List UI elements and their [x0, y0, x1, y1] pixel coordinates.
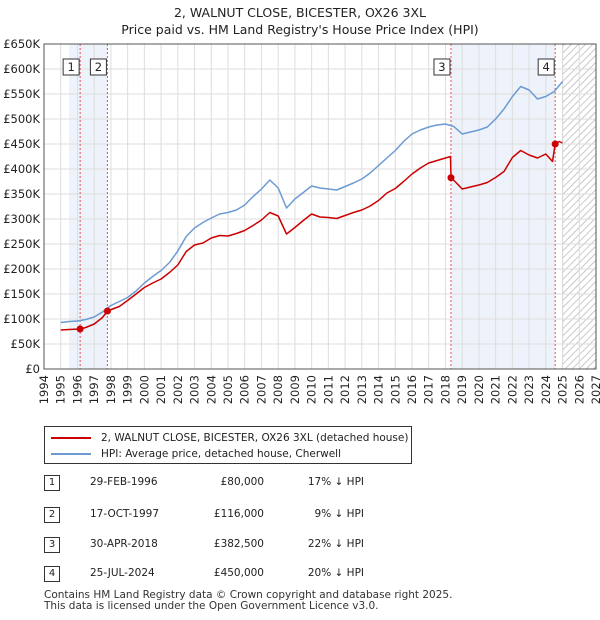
x-tick-label: 2006	[238, 375, 252, 404]
sale-price: £450,000	[213, 567, 264, 579]
x-tick-label: 2008	[271, 375, 285, 404]
sale-number-badge: 2	[44, 507, 60, 523]
x-tick-label: 1997	[87, 375, 101, 404]
x-tick-label: 2024	[539, 375, 553, 404]
x-tick-label: 2011	[321, 375, 335, 404]
y-tick-label: £50K	[11, 337, 41, 351]
sale-number-badge: 1	[44, 475, 60, 491]
sale-date: 30-APR-2018	[90, 538, 158, 550]
x-tick-label: 2022	[505, 375, 519, 404]
sale-date: 29-FEB-1996	[90, 476, 158, 488]
shaded-span	[450, 44, 556, 369]
sale-point	[551, 140, 559, 148]
x-tick-label: 2026	[572, 375, 586, 404]
x-tick-label: 2017	[422, 375, 436, 404]
footer-line-2: This data is licensed under the Open Gov…	[44, 600, 379, 612]
sale-point	[447, 174, 455, 182]
x-tick-label: 2025	[556, 375, 570, 404]
series-line-property	[60, 140, 563, 331]
sale-hpi-diff: 20% ↓ HPI	[307, 567, 364, 579]
x-tick-label: 2023	[522, 375, 536, 404]
y-tick-label: £350K	[3, 187, 40, 201]
title-line-2: Price paid vs. HM Land Registry's House …	[121, 22, 479, 37]
x-tick-label: 1998	[104, 375, 118, 404]
y-tick-label: £400K	[3, 162, 40, 176]
plot-border	[43, 43, 597, 370]
x-tick-label: 2007	[254, 375, 268, 404]
legend: 2, WALNUT CLOSE, BICESTER, OX26 3XL (det…	[44, 426, 412, 464]
sale-marker-label: 3	[438, 60, 445, 74]
x-tick-label: 2002	[171, 375, 185, 404]
price-chart: 1 2 3 4 £0 £50K £100K £150K £200K £250K £300K £350…	[3, 37, 600, 404]
sale-row: 1 29-FEB-1996 £80,000 17% ↓ HPI	[44, 475, 424, 491]
sale-marker-badge	[89, 58, 107, 76]
x-tick-label: 2012	[338, 375, 352, 404]
sale-marker-label: 2	[95, 60, 102, 74]
sale-price: £382,500	[213, 538, 264, 550]
sale-price: £116,000	[213, 508, 264, 520]
x-tick-label: 2010	[305, 375, 319, 404]
footer-line-1: Contains HM Land Registry data © Crown c…	[44, 589, 453, 601]
legend-label-hpi: HPI: Average price, detached house, Cher…	[101, 448, 342, 460]
sale-date: 17-OCT-1997	[90, 508, 159, 520]
sale-point	[103, 307, 111, 315]
x-tick-label: 2013	[355, 375, 369, 404]
y-tick-label: £450K	[3, 137, 40, 151]
legend-item-hpi: HPI: Average price, detached house, Cher…	[51, 447, 341, 461]
sale-hpi-diff: 9% ↓ HPI	[314, 508, 364, 520]
y-tick-label: £0	[25, 362, 40, 376]
sale-point	[76, 325, 84, 333]
sale-row: 4 25-JUL-2024 £450,000 20% ↓ HPI	[44, 566, 424, 582]
y-tick-label: £300K	[3, 212, 40, 226]
y-tick-label: £250K	[3, 237, 40, 251]
x-tick-label: 1999	[121, 375, 135, 404]
footer-credits: Contains HM Land Registry data © Crown c…	[44, 590, 452, 612]
sale-number-badge: 4	[44, 566, 60, 582]
y-tick-label: £100K	[3, 312, 40, 326]
x-tick-label: 2016	[405, 375, 419, 404]
sale-marker-badge	[62, 58, 80, 76]
y-tick-label: £500K	[3, 112, 40, 126]
sale-price: £80,000	[220, 476, 264, 488]
sale-marker-label: 1	[67, 60, 74, 74]
sale-hpi-diff: 17% ↓ HPI	[307, 476, 364, 488]
sale-number-badge: 3	[44, 537, 60, 553]
x-tick-label: 2001	[154, 375, 168, 404]
x-tick-label: 2019	[455, 375, 469, 404]
x-tick-label: 2003	[188, 375, 202, 404]
x-tick-label: 2020	[472, 375, 486, 404]
sale-marker-badge	[433, 58, 451, 76]
x-tick-label: 2021	[489, 375, 503, 404]
shaded-span	[69, 44, 108, 369]
sale-row: 2 17-OCT-1997 £116,000 9% ↓ HPI	[44, 507, 424, 523]
legend-swatch-hpi	[51, 453, 91, 455]
x-tick-label: 2004	[204, 375, 218, 404]
sale-hpi-diff: 22% ↓ HPI	[307, 538, 364, 550]
chart-title: 2, WALNUT CLOSE, BICESTER, OX26 3XL Pric…	[0, 4, 600, 38]
sale-row: 3 30-APR-2018 £382,500 22% ↓ HPI	[44, 537, 424, 553]
x-tick-label: 2014	[372, 375, 386, 404]
y-tick-label: £650K	[3, 37, 40, 51]
x-tick-label: 2009	[288, 375, 302, 404]
x-tick-label: 2015	[388, 375, 402, 404]
x-tick-label: 2018	[438, 375, 452, 404]
x-tick-label: 2027	[589, 375, 600, 404]
y-tick-label: £550K	[3, 87, 40, 101]
sale-marker-label: 4	[543, 60, 550, 74]
title-line-1: 2, WALNUT CLOSE, BICESTER, OX26 3XL	[173, 5, 426, 20]
x-tick-label: 2000	[137, 375, 151, 404]
x-tick-label: 1995	[54, 375, 68, 404]
y-tick-label: £200K	[3, 262, 40, 276]
x-tick-label: 1996	[70, 375, 84, 404]
x-tick-label: 2005	[221, 375, 235, 404]
legend-swatch-property	[51, 437, 91, 439]
y-tick-label: £600K	[3, 62, 40, 76]
x-tick-label: 1994	[37, 375, 51, 404]
sale-date: 25-JUL-2024	[90, 567, 155, 579]
legend-label-property: 2, WALNUT CLOSE, BICESTER, OX26 3XL (det…	[101, 432, 409, 444]
legend-item-property: 2, WALNUT CLOSE, BICESTER, OX26 3XL (det…	[51, 431, 408, 445]
series-line-hpi	[60, 81, 564, 324]
sale-marker-badge	[537, 58, 555, 76]
y-tick-label: £150K	[3, 287, 40, 301]
